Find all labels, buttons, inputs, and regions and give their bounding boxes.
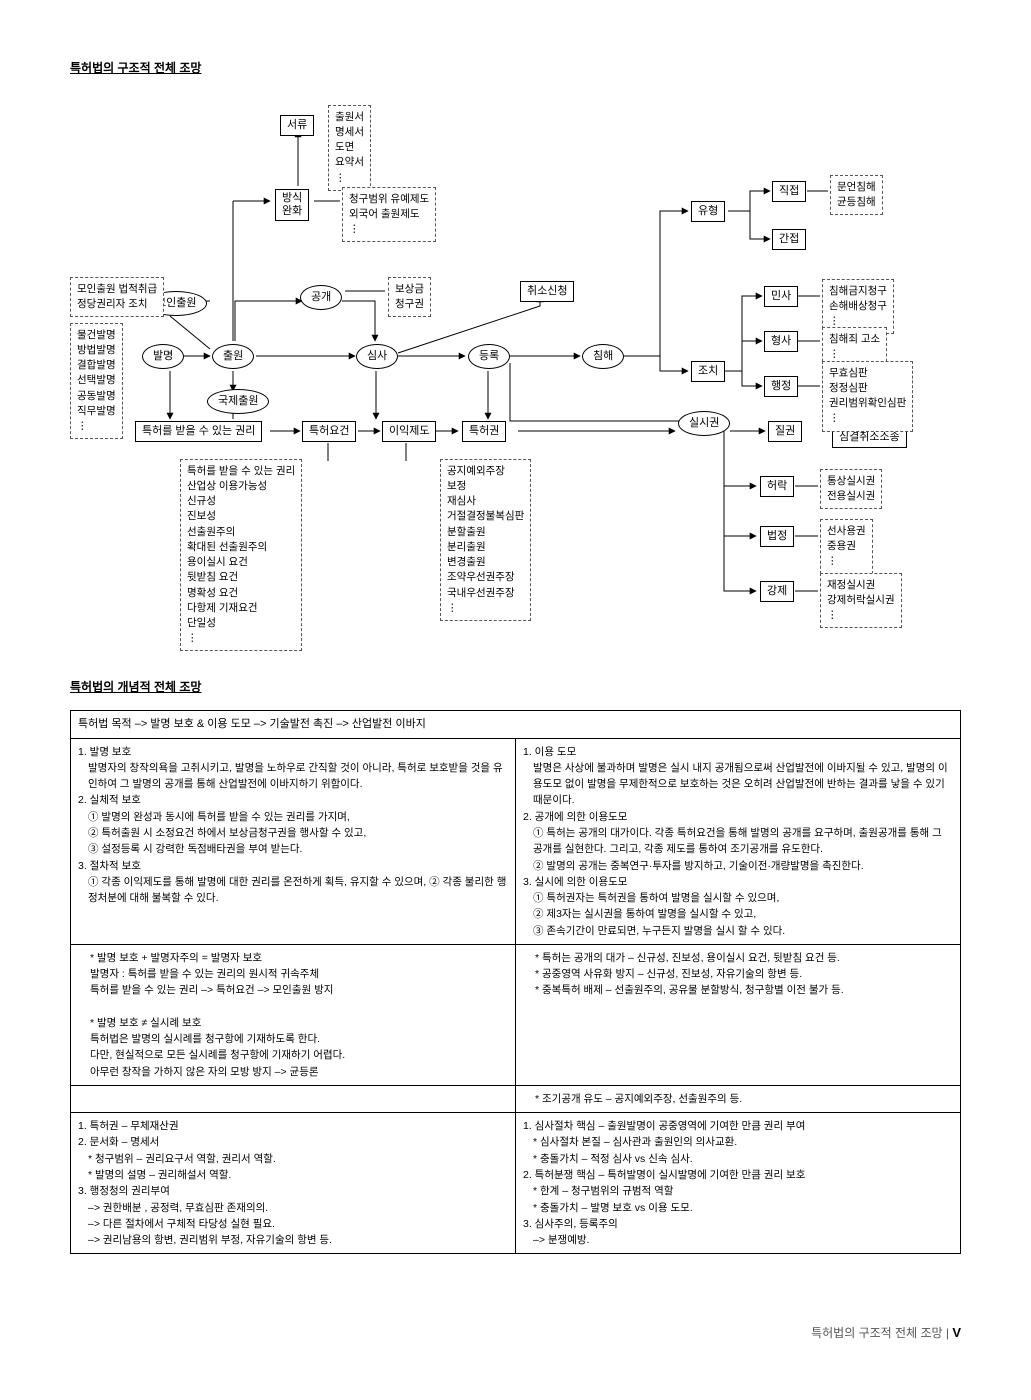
annot-iik: 공지예외주장보정재심사거절결정불복심판분할출원분리출원변경출원조약우선권주장국내…: [440, 459, 531, 621]
box-jochi: 조치: [691, 361, 725, 382]
annot-heorakside: 통상실시권전용실시권: [820, 469, 882, 509]
annot-yogeon: 특허를 받을 수 있는 권리산업상 이용가능성신규성진보성선출원주의확대된 선출…: [180, 459, 302, 652]
box-ganjeop: 간접: [772, 229, 806, 250]
box-bangsikwanhwa: 방식완화: [275, 189, 309, 221]
box-minsa: 민사: [764, 286, 798, 307]
concept-q4: 1. 심사절차 핵심 – 출원발명이 공중영역에 기여한 만큼 권리 부여 * …: [516, 1113, 961, 1254]
concept-q3: 1. 특허권 – 무체재산권 2. 문서화 – 명세서 * 청구범위 – 권리요…: [71, 1113, 516, 1254]
box-gangje: 강제: [760, 581, 794, 602]
concept-q2: 1. 이용 도모 발명은 사상에 불과하며 발명은 실시 내지 공개됨으로써 산…: [516, 738, 961, 944]
annot-moinside: 모인출원 법적취급정당권리자 조치: [70, 277, 164, 317]
structural-diagram: 발명 출원 공개 심사 등록 침해 모인출원 국제출원 실시권 방식완화 서류 …: [70, 91, 960, 651]
box-jikjeop: 직접: [772, 181, 806, 202]
concept-q1: 1. 발명 보호 발명자의 창작의욕을 고취시키고, 발명을 노하우로 간직할 …: [71, 738, 516, 944]
concept-table: 특허법 목적 –> 발명 보호 & 이용 도모 –> 기술발전 촉진 –> 산업…: [70, 710, 961, 1255]
page-footer: 특허법의 구조적 전체 조망 | V: [70, 1324, 961, 1342]
annot-balmyeongtypes: 물건발명방법발명결합발명선택발명공동발명직무발명⋮: [70, 323, 123, 440]
box-heorak: 허락: [760, 476, 794, 497]
box-beopjeong: 법정: [760, 526, 794, 547]
annot-gangjeside: 재정실시권강제허락실시권⋮: [820, 573, 902, 629]
concept-purpose: 특허법 목적 –> 발명 보호 & 이용 도모 –> 기술발전 촉진 –> 산업…: [71, 710, 961, 738]
annot-beopjeongside: 선사용권중용권⋮: [820, 519, 873, 575]
concept-q2-notes: * 특허는 공개의 대가 – 신규성, 진보성, 용이실시 요건, 뒷받침 요건…: [516, 944, 961, 1085]
box-yuhyeong: 유형: [691, 201, 725, 222]
box-hyeongsa: 형사: [764, 331, 798, 352]
annot-bangsik: 청구범위 유예제도외국어 출원제도⋮: [342, 187, 436, 243]
box-chwisosincheong: 취소신청: [520, 281, 574, 302]
concept-q1-notes: * 발명 보호 + 발명자주의 = 발명자 보호발명자 : 특허를 받을 수 있…: [71, 944, 516, 1085]
conceptual-title: 특허법의 개념적 전체 조망: [70, 679, 961, 696]
annot-gonggaeside: 보상금청구권: [388, 277, 431, 317]
concept-q2-notes2: * 조기공개 유도 – 공지예외주장, 선출원주의 등.: [516, 1085, 961, 1112]
box-teukheogwon: 특허권: [462, 421, 506, 442]
box-iikjedo: 이익제도: [382, 421, 436, 442]
box-teukheogwonri: 특허를 받을 수 있는 권리: [135, 421, 262, 442]
annot-seoryu: 출원서명세서도면요약서⋮: [328, 105, 371, 191]
box-teukheoyogeon: 특허요건: [302, 421, 356, 442]
box-seoryu: 서류: [280, 115, 314, 136]
box-haengjeong: 행정: [764, 376, 798, 397]
structural-title: 특허법의 구조적 전체 조망: [70, 60, 961, 77]
box-jilgwon: 질권: [768, 421, 802, 442]
annot-haengjeongside: 무효심판정정심판권리범위확인심판⋮: [822, 361, 913, 432]
annot-jikjeopside: 문언침해균등침해: [830, 175, 883, 215]
